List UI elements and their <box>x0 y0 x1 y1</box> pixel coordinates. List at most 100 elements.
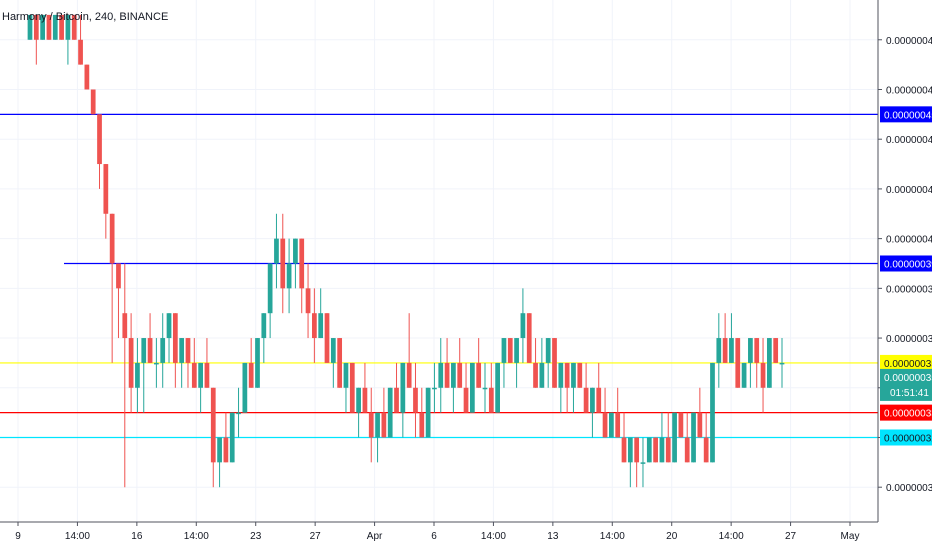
candle-body <box>590 387 595 413</box>
candle-body <box>545 338 551 363</box>
candle-body <box>141 338 147 363</box>
candle <box>400 362 406 438</box>
time-axis[interactable]: 9 14:00 16 14:00 23 27 Apr 6 14:00 13 14:00 20 14:00… <box>15 522 859 542</box>
candle <box>457 338 463 388</box>
candle-body <box>703 437 709 463</box>
candle-body <box>684 437 690 463</box>
candle <box>754 338 760 388</box>
candle-body <box>552 338 557 388</box>
candle-body <box>438 362 444 388</box>
candle-body <box>46 14 52 40</box>
candle <box>65 14 71 65</box>
candle-body <box>495 362 500 413</box>
candle <box>368 387 374 463</box>
candle <box>84 64 90 90</box>
time-tick-label: 14:00 <box>481 531 506 542</box>
price-badge-label: 0.00000032 <box>884 433 932 444</box>
candle <box>552 338 557 388</box>
candle <box>577 362 583 388</box>
candle <box>558 362 564 413</box>
candle <box>729 313 734 363</box>
candle <box>564 362 570 413</box>
time-tick-label: 9 <box>15 531 21 542</box>
candle <box>495 362 500 413</box>
candle <box>103 164 109 239</box>
candle <box>248 338 254 388</box>
candle <box>659 412 665 463</box>
candle <box>476 338 482 388</box>
candle <box>375 412 380 463</box>
candle-body <box>615 412 621 438</box>
candle-body <box>97 114 102 165</box>
price-tick-label: 0.00000038 <box>886 284 932 295</box>
time-tick-label: 6 <box>431 531 437 542</box>
candles <box>27 14 785 488</box>
candle <box>735 338 741 388</box>
candle <box>425 387 431 438</box>
candle-body <box>741 362 747 388</box>
candle-body <box>773 338 779 363</box>
candle <box>362 362 368 413</box>
candle-body <box>217 437 222 463</box>
candle-body <box>394 387 399 413</box>
candle <box>583 362 589 413</box>
candle-body <box>621 437 627 463</box>
candle-body <box>59 14 64 40</box>
candle <box>46 14 52 40</box>
candle <box>223 412 229 463</box>
candle-body <box>128 338 134 388</box>
candle <box>722 313 728 363</box>
candle-body <box>501 338 507 363</box>
candle <box>590 387 595 438</box>
candle <box>773 338 779 363</box>
price-tick-label: 0.00000042 <box>886 185 932 196</box>
candle <box>267 263 273 339</box>
candle <box>349 362 355 413</box>
candle <box>210 387 216 488</box>
candle <box>90 89 96 115</box>
candle-body <box>596 387 602 413</box>
candle-body <box>154 362 159 365</box>
candle <box>514 338 519 388</box>
candle-body <box>381 412 387 438</box>
candle <box>242 362 248 413</box>
candle-body <box>78 39 83 65</box>
candle-body <box>640 462 646 464</box>
candle-body <box>116 263 121 289</box>
candle <box>305 263 311 339</box>
candle-body <box>236 412 241 415</box>
price-badge-label: 0.00000039 <box>884 259 932 270</box>
candle-body <box>356 387 361 413</box>
candle-body <box>659 437 665 463</box>
candle-body <box>432 387 437 390</box>
candle-body <box>299 238 305 289</box>
candle-body <box>457 362 463 388</box>
candle-body <box>451 362 456 388</box>
candle-body <box>444 362 450 388</box>
candle-body <box>103 164 109 214</box>
candle-body <box>754 338 760 363</box>
candle-body <box>305 288 311 314</box>
candle <box>394 362 399 413</box>
candle <box>741 362 747 388</box>
candle <box>615 387 621 438</box>
candle <box>312 288 317 363</box>
candle <box>627 437 633 488</box>
candle-body <box>488 387 494 413</box>
candle-body <box>634 437 640 463</box>
candle <box>274 213 279 289</box>
candle <box>261 313 267 363</box>
time-tick-label: 14:00 <box>600 531 625 542</box>
candle-body <box>166 313 172 339</box>
candle <box>59 14 64 40</box>
candle <box>97 114 102 189</box>
candle-body <box>349 362 355 413</box>
candle <box>135 338 140 413</box>
candle <box>571 362 576 413</box>
candle-body <box>210 387 216 463</box>
candle-body <box>90 89 96 115</box>
candle <box>78 14 83 65</box>
candle <box>545 338 551 388</box>
candle <box>280 213 286 314</box>
